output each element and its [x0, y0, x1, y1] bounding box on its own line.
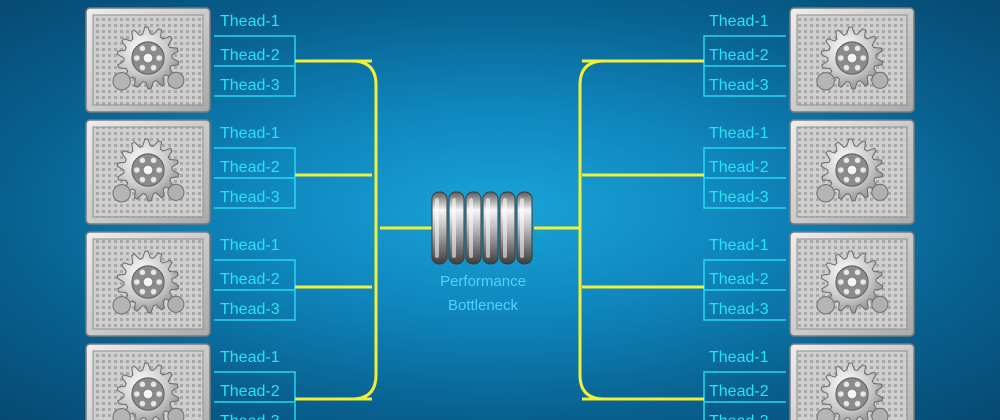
- thread-label: Thead-2: [220, 271, 280, 288]
- thread-label: Thead-3: [220, 413, 280, 420]
- bottleneck-group: Performance Bottleneck: [380, 191, 580, 314]
- thread-label: Thead-3: [220, 301, 280, 318]
- left-processor-unit: Thead-1 Thead-2 Thead-3: [85, 7, 296, 113]
- right-processor-unit: Thead-1 Thead-2 Thead-3: [703, 343, 915, 420]
- processor-box: [789, 231, 915, 337]
- left-processor-unit: Thead-1 Thead-2 Thead-3: [85, 231, 296, 337]
- processor-box: [85, 119, 211, 225]
- coil-disc: [482, 191, 499, 265]
- bottleneck-label-line1: Performance: [440, 273, 526, 290]
- spring-coil-icon: [431, 191, 533, 265]
- left-connector-tree: [295, 59, 378, 401]
- gear-icon: [112, 26, 185, 91]
- thread-label: Thead-3: [709, 301, 769, 318]
- gear-icon: [816, 138, 889, 203]
- right-processor-unit: Thead-1 Thead-2 Thead-3: [703, 7, 915, 113]
- processor-box: [85, 231, 211, 337]
- bottleneck-label-line2: Bottleneck: [448, 297, 519, 314]
- connector-trunk: [578, 59, 605, 401]
- connector-trunk: [351, 59, 378, 401]
- gear-icon: [112, 250, 185, 315]
- thread-label: Thead-2: [709, 159, 769, 176]
- thread-label: Thead-1: [220, 13, 280, 30]
- thread-label: Thead-3: [220, 189, 280, 206]
- thread-label: Thead-1: [709, 13, 769, 30]
- processor-box: [85, 7, 211, 113]
- thread-label: Thead-2: [220, 47, 280, 64]
- coil-disc: [465, 191, 482, 265]
- thread-label: Thead-2: [709, 47, 769, 64]
- thread-label: Thead-2: [709, 271, 769, 288]
- thread-label: Thead-3: [709, 189, 769, 206]
- thread-label: Thead-1: [709, 237, 769, 254]
- coil-disc: [448, 191, 465, 265]
- gear-icon: [112, 138, 185, 203]
- right-processor-unit: Thead-1 Thead-2 Thead-3: [703, 231, 915, 337]
- thread-label: Thead-2: [709, 383, 769, 400]
- left-processor-unit: Thead-1 Thead-2 Thead-3: [85, 343, 296, 420]
- thread-label: Thead-3: [709, 77, 769, 94]
- right-processor-column: Thead-1Thead-2Thead-3Thead-1Thead-2Thead…: [703, 7, 915, 420]
- thread-label: Thead-1: [220, 349, 280, 366]
- gear-icon: [816, 250, 889, 315]
- processor-box: [789, 119, 915, 225]
- left-processor-unit: Thead-1 Thead-2 Thead-3: [85, 119, 296, 225]
- thread-label: Thead-1: [220, 237, 280, 254]
- processor-box: [789, 7, 915, 113]
- processor-box: [789, 343, 915, 420]
- thread-label: Thead-3: [709, 413, 769, 420]
- coil-disc: [431, 191, 448, 265]
- coil-disc: [499, 191, 516, 265]
- coil-disc: [516, 191, 533, 265]
- right-connector-tree: [578, 59, 704, 401]
- thread-label: Thead-1: [220, 125, 280, 142]
- thread-label: Thead-2: [220, 159, 280, 176]
- thread-label: Thead-1: [709, 125, 769, 142]
- thread-label: Thead-3: [220, 77, 280, 94]
- gear-icon: [112, 362, 185, 420]
- gear-icon: [816, 26, 889, 91]
- thread-label: Thead-2: [220, 383, 280, 400]
- processor-box: [85, 343, 211, 420]
- gear-icon: [816, 362, 889, 420]
- right-processor-unit: Thead-1 Thead-2 Thead-3: [703, 119, 915, 225]
- left-processor-column: Thead-1Thead-2Thead-3Thead-1Thead-2Thead…: [85, 7, 296, 420]
- thread-label: Thead-1: [709, 349, 769, 366]
